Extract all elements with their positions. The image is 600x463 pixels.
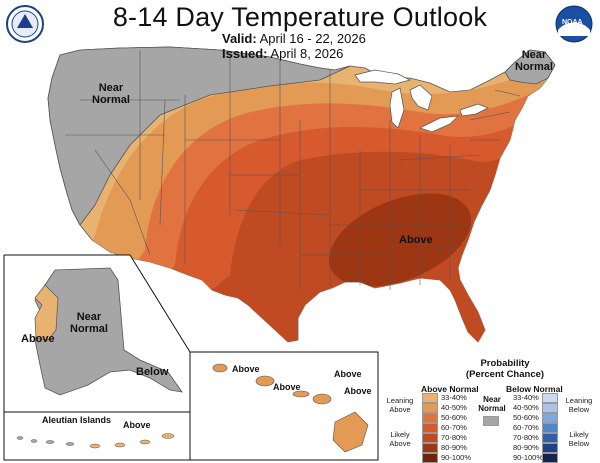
label-hawaii-above-3: Above [334, 369, 362, 379]
legend-above-range: 60-70% [441, 423, 467, 432]
legend-above-swatch [422, 433, 438, 443]
legend-below-range: 50-60% [513, 413, 539, 422]
noaa-logo-text: NOAA [562, 19, 583, 26]
legend-above-swatch [422, 403, 438, 413]
label-northeast-near-normal: Near Normal [515, 49, 553, 73]
legend-above-swatch [422, 443, 438, 453]
legend-below-swatch [542, 413, 558, 423]
legend-below-range: 40-50% [513, 403, 539, 412]
legend-near-normal-swatch [483, 416, 499, 426]
legend-below-swatch [542, 393, 558, 403]
legend-below-swatch [542, 453, 558, 463]
legend-title: Probability (Percent Chance) [465, 358, 545, 380]
valid-dates: Valid: April 16 - 22, 2026 [222, 31, 366, 46]
legend-below-range: 80-90% [513, 443, 539, 452]
legend-above-range: 33-40% [441, 393, 467, 402]
alaska-above-region [34, 284, 59, 341]
aleutian-islands [16, 433, 175, 449]
page-title: 8-14 Day Temperature Outlook [112, 2, 488, 32]
legend-likely-below: Likely Below [568, 430, 590, 448]
legend-above-range: 40-50% [441, 403, 467, 412]
legend-above-range: 90-100% [441, 453, 472, 462]
legend-below-swatch [542, 433, 558, 443]
label-hawaii-above-1: Above [232, 364, 260, 374]
legend-near-normal: Near Normal [478, 395, 506, 413]
legend-above-header: Above Normal [421, 384, 479, 394]
legend-below-swatch [542, 403, 558, 413]
issued-value: April 8, 2026 [270, 46, 344, 61]
doc-seal-icon [6, 5, 44, 43]
noaa-logo-icon [555, 5, 593, 43]
legend-above-swatch [422, 423, 438, 433]
legend-below-range: 90-100% [513, 453, 544, 462]
near-normal-northeast-region [504, 49, 556, 85]
great-lakes [354, 69, 489, 133]
legend-above-swatch [422, 393, 438, 403]
valid-label: Valid: [222, 31, 257, 46]
legend-below-range: 33-40% [513, 393, 539, 402]
legend-below-range: 60-70% [513, 423, 539, 432]
legend-above-swatch [422, 413, 438, 423]
legend-below-header: Below Normal [506, 384, 563, 394]
state-boundaries [65, 50, 521, 290]
issued-date: Issued: April 8, 2026 [222, 46, 343, 61]
legend-likely-above: Likely Above [389, 430, 411, 448]
issued-label: Issued: [222, 46, 268, 61]
label-alaska-near-normal: Near Normal [70, 311, 108, 335]
legend-leaning-above: Leaning Above [386, 396, 414, 414]
legend-above-range: 70-80% [441, 433, 467, 442]
label-hawaii-above-4: Above [344, 386, 372, 396]
valid-value: April 16 - 22, 2026 [259, 31, 366, 46]
legend-above-range: 50-60% [441, 413, 467, 422]
legend-above-range: 80-90% [441, 443, 467, 452]
aleutian-inset-frame [3, 411, 191, 461]
label-alaska-above: Above [21, 333, 55, 345]
legend-below-range: 70-80% [513, 433, 539, 442]
label-aleutian-above: Above [123, 420, 151, 430]
label-aleutian-islands: Aleutian Islands [42, 415, 112, 425]
label-conus-near-normal: Near Normal [92, 82, 130, 106]
hawaii-islands [212, 363, 369, 453]
label-alaska-below: Below [136, 366, 169, 378]
legend-below-swatch [542, 423, 558, 433]
legend-below-swatch [542, 443, 558, 453]
legend-above-swatch [422, 453, 438, 463]
label-hawaii-above-2: Above [273, 382, 301, 392]
legend-leaning-below: Leaning Below [565, 396, 593, 414]
label-conus-above: Above [399, 234, 433, 246]
